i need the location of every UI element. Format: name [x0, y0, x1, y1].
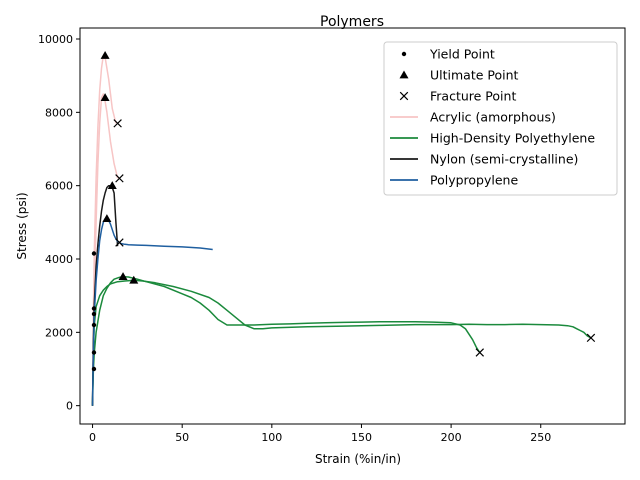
fracture-point-marker — [115, 238, 124, 247]
legend-item-fracture-point: Fracture Point — [399, 89, 516, 104]
legend: Yield Point Ultimate Point Fracture Point A… — [383, 41, 618, 196]
legend-label: Fracture Point — [430, 89, 516, 104]
series-layer — [91, 54, 592, 406]
ultimate-point-marker — [118, 272, 128, 280]
y-axis-label: Stress (psi) — [15, 192, 29, 259]
x-tick-label: 200 — [441, 431, 462, 444]
yield-point-marker — [91, 306, 97, 311]
ultimate-point-marker — [102, 214, 112, 223]
legend-label: Acrylic (amorphous) — [430, 110, 556, 125]
legend-item-ultimate-point: Ultimate Point — [399, 68, 519, 83]
legend-label: Yield Point — [429, 47, 495, 62]
yield-point-marker — [91, 366, 97, 372]
legend-frame — [383, 41, 618, 196]
legend-triangle-icon — [399, 70, 409, 79]
fracture-point-marker — [115, 174, 124, 183]
fracture-point-marker — [586, 333, 596, 343]
fracture-point-marker — [475, 348, 485, 357]
legend-item-acrylic-amorphous: Acrylic (amorphous) — [390, 110, 556, 125]
ultimate-point-marker — [107, 181, 117, 190]
ultimate-point-marker — [100, 51, 110, 59]
legend-item-polypropylene: Polypropylene — [390, 173, 518, 188]
legend-x-icon — [399, 91, 409, 101]
y-tick-label: 4000 — [45, 253, 73, 266]
x-tick-label: 0 — [89, 431, 96, 444]
y-axis: 0 2000 4000 6000 8000 10000 — [38, 33, 80, 413]
ultimate-point-marker — [100, 93, 110, 102]
y-tick-label: 0 — [66, 400, 73, 413]
x-axis-label: Strain (%in/in) — [315, 452, 401, 466]
legend-item-yield-point: Yield Point — [401, 47, 495, 62]
yield-point-marker — [91, 251, 97, 256]
x-tick-label: 50 — [175, 431, 189, 444]
fracture-point-marker — [113, 119, 122, 128]
x-tick-label: 100 — [261, 431, 282, 444]
legend-item-nylon-semi-crystalline: Nylon (semi-crystalline) — [390, 152, 578, 167]
yield-point-marker — [91, 350, 97, 355]
legend-label: Polypropylene — [430, 173, 518, 188]
y-tick-label: 8000 — [45, 106, 73, 119]
x-axis: 0 50 100 150 200 250 — [89, 424, 551, 444]
y-tick-label: 6000 — [45, 180, 73, 193]
legend-dot-icon — [401, 51, 407, 57]
series-line-polypropylene — [91, 217, 213, 406]
legend-item-high-density-polyethylene: High-Density Polyethylene — [390, 131, 595, 146]
y-tick-label: 2000 — [45, 326, 73, 339]
x-tick-label: 150 — [351, 431, 372, 444]
series-line-high-density-polyethylene — [91, 279, 592, 406]
series-line-acrylic-amorphous — [91, 93, 119, 406]
chart-title: Polymers — [320, 14, 384, 30]
markers-layer — [91, 51, 596, 372]
plot-frame — [79, 27, 626, 425]
legend-label: Nylon (semi-crystalline) — [430, 152, 578, 167]
ultimate-point-marker — [129, 275, 139, 284]
legend-label: Ultimate Point — [430, 68, 519, 83]
yield-point-marker — [91, 322, 97, 328]
legend-label: High-Density Polyethylene — [430, 131, 595, 146]
x-tick-label: 250 — [530, 431, 551, 444]
y-tick-label: 10000 — [38, 33, 73, 46]
yield-point-marker — [91, 311, 97, 317]
